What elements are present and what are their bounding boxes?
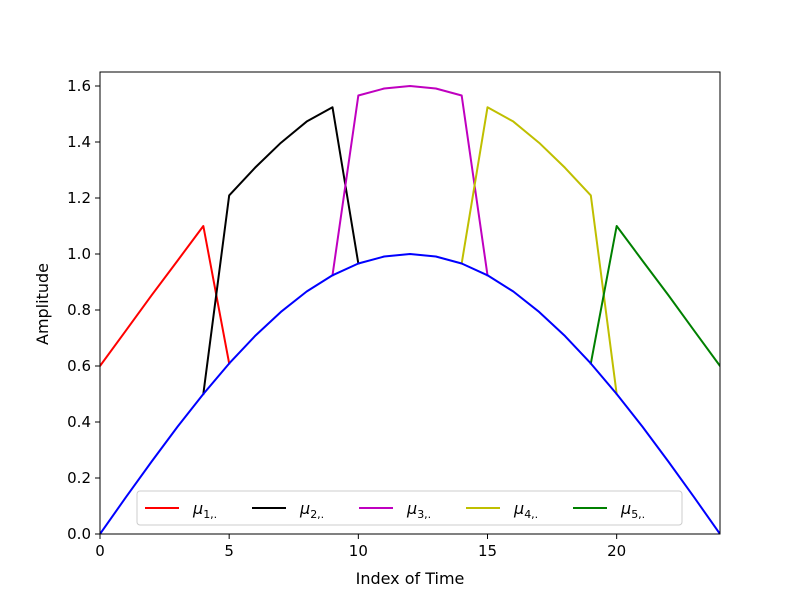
series-line-mu-1 — [100, 225, 231, 368]
legend-label-subscript: 2,. — [310, 508, 324, 521]
y-tick-label: 0.8 — [67, 301, 91, 319]
y-tick-label: 1.4 — [67, 133, 91, 151]
series-line-mu-3 — [331, 85, 489, 277]
legend-label-subscript: 3,. — [417, 508, 431, 521]
y-tick-label: 0.4 — [67, 413, 91, 431]
x-tick-label: 0 — [95, 542, 105, 560]
axes-layer: 0 5 10 15 20 0.0 0.2 0.4 0.6 0.8 1.0 1.2 1.4 1.6 — [67, 71, 721, 560]
legend-label-subscript: 1,. — [203, 508, 217, 521]
y-tick-label: 0.0 — [67, 525, 91, 543]
series-line-baseline — [100, 253, 720, 534]
legend-label-subscript: 4,. — [524, 508, 538, 521]
x-tick-label: 5 — [224, 542, 234, 560]
series-line-mu-5 — [589, 225, 720, 368]
series-layer — [100, 85, 720, 534]
x-axis-label: Index of Time — [356, 569, 465, 588]
y-tick-label: 1.6 — [67, 77, 91, 95]
series-group — [100, 85, 720, 534]
series-line-mu-2 — [202, 106, 360, 396]
legend: μ1,. μ2,. μ3,. μ4,. μ5,. — [136, 490, 683, 526]
plot-frame — [99, 71, 721, 535]
y-tick-label: 1.2 — [67, 189, 91, 207]
y-tick-label: 0.6 — [67, 357, 91, 375]
legend-box — [136, 490, 683, 526]
x-tick-label: 10 — [349, 542, 368, 560]
y-tick-label: 1.0 — [67, 245, 91, 263]
y-tick-label: 0.2 — [67, 469, 91, 487]
series-line-mu-4 — [460, 106, 618, 396]
x-tick-label: 20 — [607, 542, 626, 560]
y-axis-label: Amplitude — [33, 263, 52, 345]
legend-label-subscript: 5,. — [631, 508, 645, 521]
x-tick-label: 15 — [478, 542, 497, 560]
